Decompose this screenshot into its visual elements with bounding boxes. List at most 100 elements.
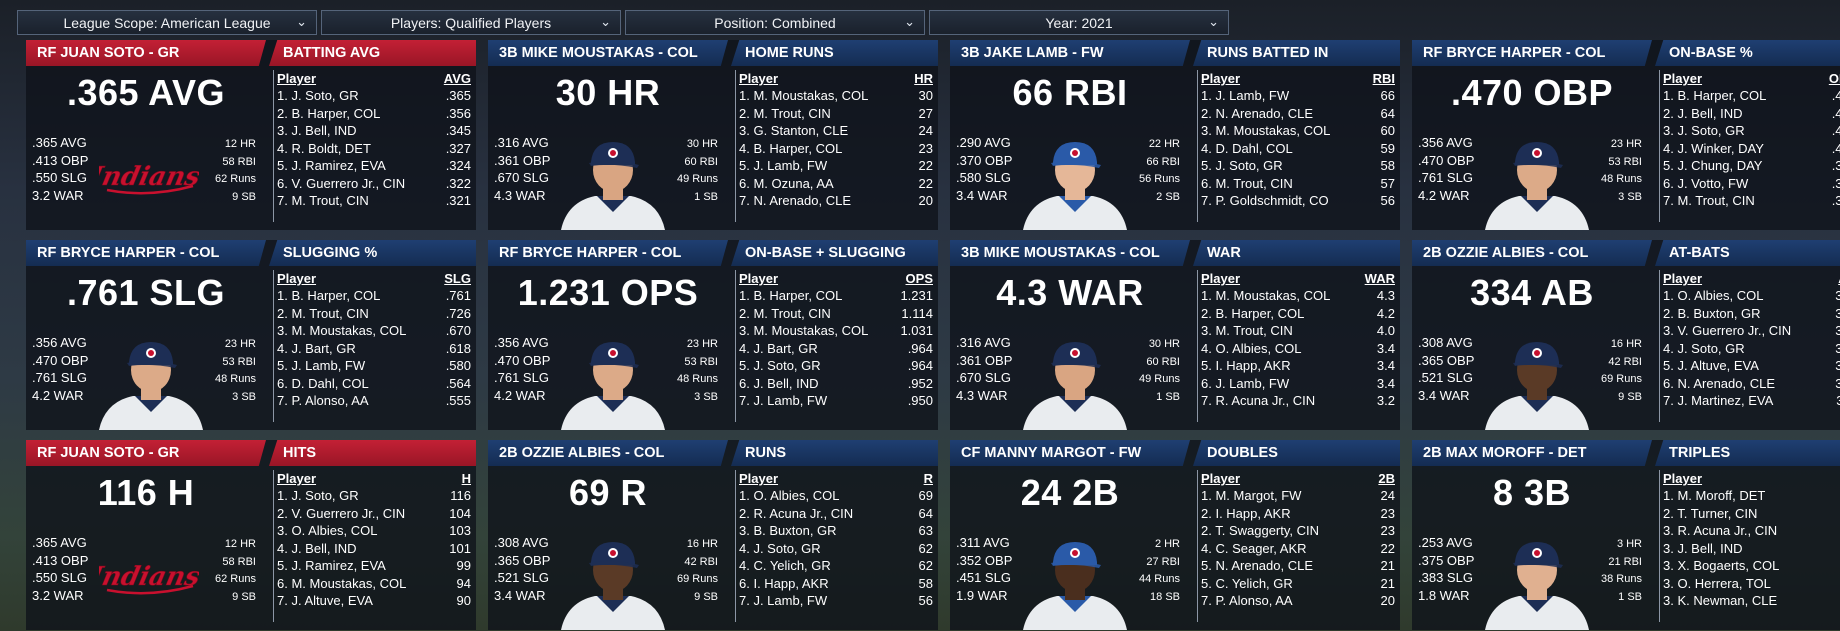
player-header[interactable]: 3B MIKE MOUSTAKAS - COL — [950, 240, 1190, 266]
leader-row[interactable]: 2. R. Acuna Jr., CIN 64 — [733, 505, 933, 523]
leader-row[interactable]: 6. M. Ozuna, AA 22 — [733, 175, 933, 193]
player-header[interactable]: RF JUAN SOTO - GR — [26, 440, 266, 466]
leader-row[interactable]: 6. M. Trout, CIN 57 — [1195, 175, 1395, 193]
leader-row[interactable]: 3. M. Moustakas, COL .670 — [271, 322, 471, 340]
leader-row[interactable]: 5. J. Lamb, FW .580 — [271, 357, 471, 375]
leader-row[interactable]: 3. J. Soto, GR .413 — [1657, 122, 1840, 140]
players-dropdown[interactable]: Players: Qualified Players ⌄ — [321, 10, 621, 35]
player-header[interactable]: RF BRYCE HARPER - COL — [26, 240, 266, 266]
leader-row[interactable]: 2. B. Buxton, GR 325 — [1657, 305, 1840, 323]
leader-row[interactable]: 5. J. Lamb, FW 22 — [733, 157, 933, 175]
leader-card[interactable]: 2B OZZIE ALBIES - COL AT-BATS 334 AB .30… — [1412, 240, 1840, 430]
leader-row[interactable]: 6. D. Dahl, COL .564 — [271, 375, 471, 393]
leader-row[interactable]: 4. J. Bart, GR .964 — [733, 340, 933, 358]
leader-row[interactable]: 3. G. Stanton, CLE 24 — [733, 122, 933, 140]
leader-row[interactable]: 4. B. Harper, COL 23 — [733, 140, 933, 158]
leader-row[interactable]: 7. P. Alonso, AA 20 — [1195, 592, 1395, 610]
leader-row[interactable]: 3. J. Bell, IND 5 — [1657, 540, 1840, 558]
leader-card[interactable]: RF JUAN SOTO - GR HITS 116 H Indians .36… — [26, 440, 476, 630]
leader-row[interactable]: 7. J. Altuve, EVA 90 — [271, 592, 471, 610]
leader-row[interactable]: 6. J. Bell, IND .952 — [733, 375, 933, 393]
leader-row[interactable]: 1. B. Harper, COL .761 — [271, 287, 471, 305]
leader-row[interactable]: 1. M. Moustakas, COL 4.3 — [1195, 287, 1395, 305]
leader-card[interactable]: RF BRYCE HARPER - COL ON-BASE + SLUGGING… — [488, 240, 938, 430]
player-header[interactable]: RF BRYCE HARPER - COL — [488, 240, 728, 266]
leader-row[interactable]: 3. X. Bogaerts, COL 5 — [1657, 557, 1840, 575]
leader-row[interactable]: 3. B. Buxton, GR 63 — [733, 522, 933, 540]
player-header[interactable]: 3B JAKE LAMB - FW — [950, 40, 1190, 66]
leader-row[interactable]: 3. M. Moustakas, COL 1.031 — [733, 322, 933, 340]
leader-row[interactable]: 3. O. Herrera, TOL 5 — [1657, 575, 1840, 593]
leader-row[interactable]: 4. O. Albies, COL 3.4 — [1195, 340, 1395, 358]
leader-row[interactable]: 4. J. Bell, IND 101 — [271, 540, 471, 558]
leader-row[interactable]: 4. J. Soto, GR 320 — [1657, 340, 1840, 358]
leader-row[interactable]: 3. O. Albies, COL 103 — [271, 522, 471, 540]
leader-row[interactable]: 5. J. Ramirez, EVA 99 — [271, 557, 471, 575]
leader-row[interactable]: 3. V. Guerrero Jr., CIN 323 — [1657, 322, 1840, 340]
leader-row[interactable]: 7. M. Trout, CIN .388 — [1657, 192, 1840, 210]
leader-row[interactable]: 7. R. Acuna Jr., CIN 3.2 — [1195, 392, 1395, 410]
leader-row[interactable]: 6. J. Lamb, FW 3.4 — [1195, 375, 1395, 393]
leader-row[interactable]: 1. M. Moroff, DET 8 — [1657, 487, 1840, 505]
leader-card[interactable]: 2B MAX MOROFF - DET TRIPLES 8 3B .253 AV… — [1412, 440, 1840, 630]
leader-card[interactable]: CF MANNY MARGOT - FW DOUBLES 24 2B .311 … — [950, 440, 1400, 630]
leader-row[interactable]: 3. M. Trout, CIN 4.0 — [1195, 322, 1395, 340]
leader-row[interactable]: 6. J. Votto, FW .390 — [1657, 175, 1840, 193]
leader-row[interactable]: 6. M. Moustakas, COL 94 — [271, 575, 471, 593]
leader-row[interactable]: 1. J. Lamb, FW 66 — [1195, 87, 1395, 105]
leader-row[interactable]: 7. J. Lamb, FW .950 — [733, 392, 933, 410]
leader-card[interactable]: 3B JAKE LAMB - FW RUNS BATTED IN 66 RBI … — [950, 40, 1400, 230]
leader-row[interactable]: 1. O. Albies, COL 334 — [1657, 287, 1840, 305]
player-header[interactable]: CF MANNY MARGOT - FW — [950, 440, 1190, 466]
leader-row[interactable]: 1. M. Moustakas, COL 30 — [733, 87, 933, 105]
leader-row[interactable]: 2. N. Arenado, CLE 64 — [1195, 105, 1395, 123]
leader-row[interactable]: 5. J. Soto, GR 58 — [1195, 157, 1395, 175]
leader-row[interactable]: 5. I. Happ, AKR 3.4 — [1195, 357, 1395, 375]
leader-row[interactable]: 7. N. Arenado, CLE 20 — [733, 192, 933, 210]
leader-row[interactable]: 7. M. Trout, CIN .321 — [271, 192, 471, 210]
leader-row[interactable]: 7. J. Martinez, EVA 311 — [1657, 392, 1840, 410]
leader-row[interactable]: 6. I. Happ, AKR 58 — [733, 575, 933, 593]
player-header[interactable]: 2B OZZIE ALBIES - COL — [488, 440, 728, 466]
leader-row[interactable]: 2. T. Swaggerty, CIN 23 — [1195, 522, 1395, 540]
leader-card[interactable]: RF BRYCE HARPER - COL SLUGGING % .761 SL… — [26, 240, 476, 430]
leader-row[interactable]: 4. J. Bart, GR .618 — [271, 340, 471, 358]
leader-row[interactable]: 2. T. Turner, CIN 6 — [1657, 505, 1840, 523]
year-dropdown[interactable]: Year: 2021 ⌄ — [929, 10, 1229, 35]
leader-row[interactable]: 1. J. Soto, GR .365 — [271, 87, 471, 105]
leader-row[interactable]: 2. V. Guerrero Jr., CIN 104 — [271, 505, 471, 523]
leader-row[interactable]: 3. J. Bell, IND .345 — [271, 122, 471, 140]
leader-card[interactable]: RF JUAN SOTO - GR BATTING AVG .365 AVG I… — [26, 40, 476, 230]
position-dropdown[interactable]: Position: Combined ⌄ — [625, 10, 925, 35]
leader-row[interactable]: 1. J. Soto, GR 116 — [271, 487, 471, 505]
leader-row[interactable]: 4. J. Soto, GR 62 — [733, 540, 933, 558]
player-header[interactable]: 3B MIKE MOUSTAKAS - COL — [488, 40, 728, 66]
leader-row[interactable]: 4. C. Yelich, GR 62 — [733, 557, 933, 575]
leader-row[interactable]: 2. B. Harper, COL .356 — [271, 105, 471, 123]
player-header[interactable]: 2B MAX MOROFF - DET — [1412, 440, 1652, 466]
leader-row[interactable]: 3. M. Moustakas, COL 60 — [1195, 122, 1395, 140]
leader-card[interactable]: 3B MIKE MOUSTAKAS - COL WAR 4.3 WAR .316… — [950, 240, 1400, 430]
player-header[interactable]: RF JUAN SOTO - GR — [26, 40, 266, 66]
leader-row[interactable]: 5. J. Chung, DAY .393 — [1657, 157, 1840, 175]
leader-row[interactable]: 2. I. Happ, AKR 23 — [1195, 505, 1395, 523]
leader-row[interactable]: 4. J. Winker, DAY .403 — [1657, 140, 1840, 158]
leader-row[interactable]: 3. K. Newman, CLE 5 — [1657, 592, 1840, 610]
leader-row[interactable]: 5. C. Yelich, GR 21 — [1195, 575, 1395, 593]
leader-row[interactable]: 4. R. Boldt, DET .327 — [271, 140, 471, 158]
leader-row[interactable]: 1. B. Harper, COL .470 — [1657, 87, 1840, 105]
leader-row[interactable]: 1. O. Albies, COL 69 — [733, 487, 933, 505]
leader-card[interactable]: 2B OZZIE ALBIES - COL RUNS 69 R .308 AVG… — [488, 440, 938, 630]
leader-row[interactable]: 7. J. Lamb, FW 56 — [733, 592, 933, 610]
leader-card[interactable]: 3B MIKE MOUSTAKAS - COL HOME RUNS 30 HR … — [488, 40, 938, 230]
leader-row[interactable]: 3. R. Acuna Jr., CIN 5 — [1657, 522, 1840, 540]
player-header[interactable]: RF BRYCE HARPER - COL — [1412, 40, 1652, 66]
league-scope-dropdown[interactable]: League Scope: American League ⌄ — [17, 10, 317, 35]
leader-row[interactable]: 5. J. Ramirez, EVA .324 — [271, 157, 471, 175]
leader-row[interactable]: 5. J. Altuve, EVA 317 — [1657, 357, 1840, 375]
leader-row[interactable]: 7. P. Alonso, AA .555 — [271, 392, 471, 410]
leader-row[interactable]: 1. B. Harper, COL 1.231 — [733, 287, 933, 305]
leader-row[interactable]: 2. M. Trout, CIN 27 — [733, 105, 933, 123]
leader-row[interactable]: 7. P. Goldschmidt, CO 56 — [1195, 192, 1395, 210]
leader-row[interactable]: 2. B. Harper, COL 4.2 — [1195, 305, 1395, 323]
